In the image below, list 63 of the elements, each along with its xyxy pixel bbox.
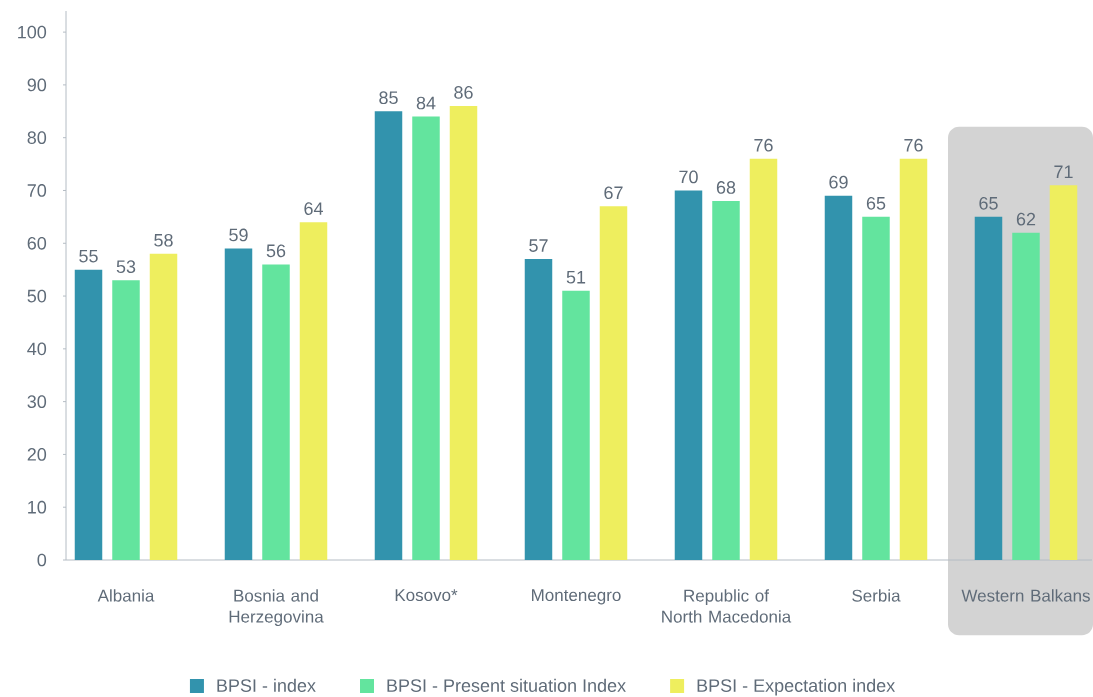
y-tick-label: 10	[28, 500, 47, 514]
y-tick-label: 40	[27, 342, 47, 356]
data-label: 68	[716, 181, 736, 194]
legend-label: BPSI - index	[217, 678, 316, 692]
data-label: 76	[754, 138, 773, 152]
data-label: 64	[304, 202, 323, 215]
y-tick-label: 0	[37, 553, 47, 567]
data-label: 85	[379, 91, 398, 105]
data-label: 69	[829, 175, 848, 189]
bar	[749, 158, 778, 560]
x-tick-label: Montenegro	[532, 589, 621, 605]
bar	[674, 190, 703, 560]
bar	[74, 269, 103, 560]
x-tick-label: Western Balkans	[961, 589, 1090, 602]
bar	[712, 201, 740, 560]
data-label: 65	[979, 196, 998, 210]
y-tick-label: 90	[27, 78, 47, 92]
data-label: 84	[416, 96, 436, 110]
x-tick-label: Republic of North Macedonia	[662, 589, 792, 623]
x-tick-label: Bosnia and Herzegovina	[229, 589, 324, 627]
y-tick-label: 100	[18, 25, 47, 39]
data-label: 86	[454, 86, 473, 99]
bar	[1049, 185, 1078, 560]
y-tick-label: 50	[27, 289, 47, 303]
y-tick-label: 30	[27, 395, 47, 408]
data-label: 58	[154, 233, 173, 247]
bar	[824, 195, 853, 560]
bar	[224, 248, 253, 560]
bar	[524, 259, 553, 560]
data-label: 71	[1054, 165, 1073, 178]
bar	[974, 216, 1003, 560]
y-tick-label: 20	[27, 448, 47, 461]
data-label: 59	[229, 228, 248, 242]
data-label: 56	[266, 244, 286, 258]
data-label: 53	[116, 260, 136, 274]
legend-label: BPSI - Present situation Index	[387, 678, 626, 692]
bar	[112, 280, 140, 560]
y-tick-label: 60	[27, 236, 47, 250]
bar	[562, 290, 590, 560]
data-label: 76	[904, 138, 923, 152]
x-tick-label: Serbia	[852, 589, 901, 602]
bar	[862, 216, 890, 560]
legend-label: BPSI - Expectation index	[697, 678, 895, 696]
data-label: 65	[866, 196, 886, 210]
y-tick-label: 70	[27, 184, 47, 197]
data-label: 55	[79, 249, 98, 263]
x-tick-label: Kosovo*	[395, 589, 458, 602]
bar	[374, 111, 403, 560]
bar	[149, 253, 178, 560]
bar	[449, 106, 478, 560]
data-label: 67	[604, 186, 623, 200]
bar	[412, 116, 440, 560]
bar	[262, 264, 290, 560]
data-label: 51	[566, 271, 586, 284]
data-label: 70	[679, 170, 698, 184]
bar	[899, 158, 928, 560]
x-tick-label: Albania	[97, 589, 155, 602]
data-label: 57	[529, 239, 548, 252]
bar	[1012, 232, 1040, 560]
bar	[299, 222, 328, 560]
bar	[599, 206, 628, 560]
y-tick-label: 80	[27, 131, 47, 145]
data-label: 62	[1016, 212, 1036, 226]
